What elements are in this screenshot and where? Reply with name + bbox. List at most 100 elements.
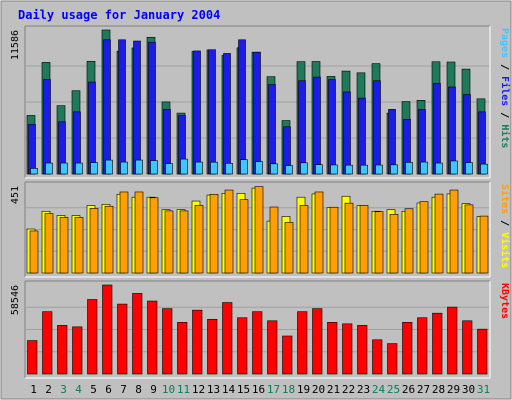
bar-sites-day-10 [164,210,174,274]
bar-kbytes-day-22 [342,323,353,375]
bar-files-day-8 [133,40,141,175]
x-tick-label-day-9: 9 [150,383,157,396]
axis-label-sites: Sites [499,184,511,214]
bar-kbytes-day-20 [312,308,323,375]
x-tick-label-day-4: 4 [75,383,82,396]
x-tick-label-day-3: 3 [60,383,67,396]
bar-sites-day-28 [434,193,444,274]
panel-kbytes-axis-label: KBytes [499,283,510,319]
bar-files-day-19 [298,80,306,175]
x-tick-label-day-20: 20 [312,383,325,396]
x-tick-label-day-11: 11 [177,383,190,396]
bar-files-day-17 [268,84,276,175]
bar-pages-day-7 [120,161,128,175]
bar-pages-day-5 [90,162,98,175]
bar-files-day-7 [118,39,126,175]
x-tick-label-day-29: 29 [447,383,460,396]
bar-pages-day-24 [375,164,383,175]
panel-kbytes-ymax-label: 58546 [10,285,21,315]
bar-kbytes-day-29 [447,306,458,375]
bar-files-day-9 [148,41,156,175]
bar-files-day-28 [433,82,441,175]
bar-kbytes-day-17 [267,320,278,375]
bar-pages-day-30 [465,162,473,175]
bar-files-day-30 [463,94,471,175]
bar-pages-day-22 [345,164,353,175]
bar-pages-day-6 [105,159,113,175]
bar-kbytes-day-27 [417,317,428,375]
bar-sites-day-5 [89,208,99,274]
panel-hits-axis-label: Pages / Files / Hits [499,28,511,148]
bar-pages-day-28 [435,162,443,175]
x-tick-label-day-17: 17 [267,383,280,396]
bar-kbytes-day-14 [222,302,233,375]
bar-kbytes-day-31 [477,328,488,375]
bar-sites-day-18 [284,222,294,274]
x-tick-label-day-25: 25 [387,383,400,396]
x-tick-label-day-15: 15 [237,383,250,396]
bar-files-day-21 [328,79,336,175]
bar-pages-day-26 [405,162,413,175]
x-tick-label-day-1: 1 [30,383,37,396]
panel-hits: 11586 Pages / Files / Hits [10,25,511,179]
bar-sites-day-7 [119,191,129,274]
bar-sites-day-1 [29,230,39,274]
bar-sites-day-11 [179,210,189,274]
axis-label-visits: Visits [499,232,511,268]
bar-sites-day-14 [224,189,234,274]
panel-visits: 451 Sites / Visits [10,181,511,278]
bar-sites-day-6 [104,205,114,274]
x-tick-labels: 1 2 3 4 5 6 7 8 9 10 11 12 13 14 15 16 17 18 19 20 21 22 23 24 2… [30,383,490,396]
bar-sites-day-24 [374,211,384,274]
x-tick-label-day-19: 19 [297,383,310,396]
bar-sites-day-3 [59,217,69,274]
bar-sites-day-26 [404,208,414,274]
panel-hits-ymax-label: 11586 [10,30,21,60]
bar-kbytes-day-24 [372,339,383,375]
bar-pages-day-8 [135,159,143,175]
panel-visits-axis-label: Sites / Visits [499,184,511,268]
x-tick-label-day-31: 31 [477,383,490,396]
bar-kbytes-day-5 [87,299,98,375]
x-tick-label-day-22: 22 [342,383,355,396]
x-tick-label-day-27: 27 [417,383,430,396]
bar-kbytes-day-26 [402,322,413,375]
bar-kbytes-day-8 [132,293,143,375]
bar-files-day-5 [88,81,96,175]
axis-label-pages: Pages [499,28,510,58]
bar-files-day-16 [253,51,261,175]
bar-pages-day-15 [240,159,248,175]
bar-kbytes-day-25 [387,343,398,375]
bar-sites-day-12 [194,205,204,274]
bar-pages-day-3 [60,162,68,175]
panel-visits-ymax-label: 451 [10,186,21,204]
bar-kbytes-day-15 [237,317,248,375]
x-tick-label-day-12: 12 [192,383,205,396]
axis-label-files: Files [499,76,511,106]
bar-sites-day-20 [314,191,324,274]
bar-pages-day-21 [330,164,338,175]
x-tick-label-day-28: 28 [432,383,445,396]
bar-kbytes-day-23 [357,325,368,375]
bar-sites-day-31 [479,215,489,274]
bar-pages-day-9 [150,160,158,175]
axis-label-hits: Hits [499,124,511,148]
bar-pages-day-17 [270,163,278,175]
bar-sites-day-16 [254,186,264,274]
x-tick-label-day-8: 8 [135,383,142,396]
bar-pages-day-4 [75,162,83,175]
bar-kbytes-day-28 [432,312,443,375]
bar-kbytes-day-21 [327,322,338,375]
bar-sites-day-23 [359,205,369,274]
bar-sites-day-9 [149,197,159,274]
bar-pages-day-1 [30,168,38,175]
x-tick-label-day-24: 24 [372,383,386,396]
bar-pages-day-13 [210,161,218,175]
bar-files-day-1 [28,123,36,175]
bar-kbytes-day-10 [162,308,173,375]
bar-sites-day-25 [389,214,399,274]
bar-pages-day-29 [450,160,458,175]
bar-sites-day-27 [419,201,429,274]
bar-sites-day-17 [269,206,279,274]
bar-files-day-24 [373,80,381,175]
